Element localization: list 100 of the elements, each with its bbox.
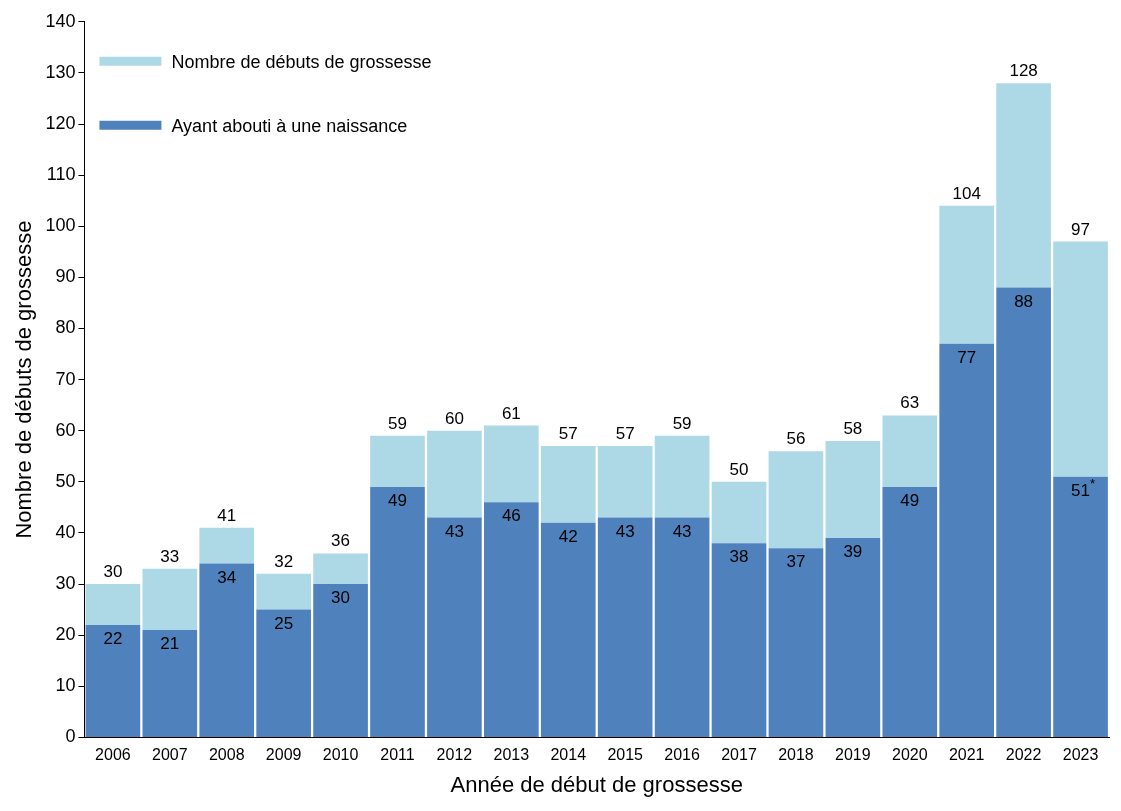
bar: [825, 440, 881, 539]
y-tick-label: 140: [45, 10, 76, 31]
bar: [484, 502, 539, 737]
x-tick-label: 2006: [95, 746, 131, 764]
bar: [768, 451, 824, 549]
data-label: 21: [160, 634, 180, 654]
y-axis-title: Nombre de débuts de grossesse: [11, 220, 37, 539]
x-tick-label: 2009: [265, 746, 302, 764]
data-label: 46: [501, 506, 521, 526]
total-label: 128: [1009, 61, 1038, 81]
bar: [768, 548, 824, 737]
y-tick-label: 20: [55, 624, 76, 645]
bar: [85, 584, 141, 625]
bar: [711, 543, 767, 737]
total-label: 56: [786, 429, 806, 449]
bar: [256, 609, 311, 737]
x-tick-label: 2013: [493, 746, 530, 764]
bar: [1053, 476, 1108, 737]
data-label: 30: [331, 588, 351, 608]
data-label: 38: [729, 547, 749, 567]
bar: [370, 486, 425, 737]
bar: [882, 415, 938, 487]
y-tick-label: 60: [55, 419, 76, 440]
bar: [882, 486, 938, 737]
legend-label: Ayant abouti à une naissance: [171, 115, 408, 136]
y-tick-label: 90: [55, 266, 76, 287]
x-axis-title: Année de début de grossesse: [450, 771, 743, 797]
total-label: 97: [1071, 219, 1091, 239]
x-tick-label: 2008: [208, 746, 245, 764]
y-tick-label: 70: [55, 368, 76, 389]
data-label: 49: [900, 490, 920, 510]
x-tick-label: 2022: [1005, 746, 1042, 764]
x-tick-label: 2010: [322, 746, 359, 764]
data-label: 43: [615, 521, 635, 541]
bar: [427, 430, 482, 518]
y-tick-label: 80: [55, 317, 76, 338]
total-label: 57: [615, 424, 635, 444]
bar: [313, 553, 368, 585]
total-label: 57: [558, 424, 578, 444]
data-label: 37: [786, 552, 806, 572]
total-label: 41: [217, 505, 237, 525]
bar: [199, 563, 255, 737]
bar: [484, 425, 539, 503]
total-label: 104: [952, 183, 981, 203]
bar: [313, 584, 368, 737]
bar: [939, 343, 995, 737]
data-label: 25: [274, 613, 294, 633]
bar: [996, 287, 1051, 737]
x-tick-label: 2011: [380, 746, 415, 764]
data-label: 43: [444, 521, 464, 541]
bar: [142, 630, 198, 737]
data-label: 42: [558, 526, 578, 546]
data-label: 51*: [1071, 475, 1096, 500]
x-tick-label: 2019: [835, 746, 871, 764]
y-tick-label: 100: [45, 215, 76, 236]
bar: [256, 573, 311, 610]
x-tick-label: 2016: [664, 746, 700, 764]
bar: [540, 446, 596, 523]
data-label: 39: [843, 542, 863, 562]
bar: [597, 517, 653, 737]
total-label: 58: [843, 418, 863, 438]
legend-label: Nombre de débuts de grossesse: [171, 51, 432, 72]
bar: [711, 481, 767, 544]
total-label: 30: [103, 562, 123, 582]
y-tick-label: 0: [65, 726, 76, 747]
x-tick-label: 2007: [152, 746, 188, 764]
x-tick-label: 2021: [948, 746, 985, 764]
data-label: 43: [672, 521, 692, 541]
bar: [427, 517, 482, 737]
bar: [654, 435, 710, 518]
data-label: 77: [957, 347, 977, 367]
x-tick-label: 2020: [891, 746, 928, 764]
y-tick-label: 40: [55, 521, 76, 542]
bar: [939, 205, 995, 344]
data-label: 49: [388, 490, 407, 510]
y-tick-label: 120: [45, 113, 76, 133]
x-tick-label: 2012: [436, 746, 473, 764]
data-label: 22: [103, 628, 123, 648]
x-tick-label: 2015: [607, 746, 644, 764]
total-label: 59: [388, 413, 407, 433]
y-tick-label: 50: [55, 470, 76, 491]
bar: [996, 83, 1051, 288]
bar: [1053, 241, 1108, 477]
x-tick-label: 2023: [1062, 746, 1099, 764]
total-label: 60: [444, 408, 464, 428]
bar: [654, 517, 710, 737]
total-label: 50: [729, 459, 749, 479]
total-label: 33: [160, 546, 180, 566]
bar: [540, 522, 596, 737]
y-tick-label: 110: [46, 164, 76, 185]
total-label: 61: [501, 403, 521, 423]
y-tick-label: 30: [55, 573, 76, 594]
bar: [142, 568, 198, 631]
bar: [370, 435, 425, 487]
total-label: 32: [274, 551, 294, 571]
bar: [825, 538, 881, 737]
total-label: 63: [900, 393, 920, 413]
y-tick-label: 130: [45, 61, 76, 82]
total-label: 36: [331, 531, 351, 551]
bar: [85, 624, 141, 737]
